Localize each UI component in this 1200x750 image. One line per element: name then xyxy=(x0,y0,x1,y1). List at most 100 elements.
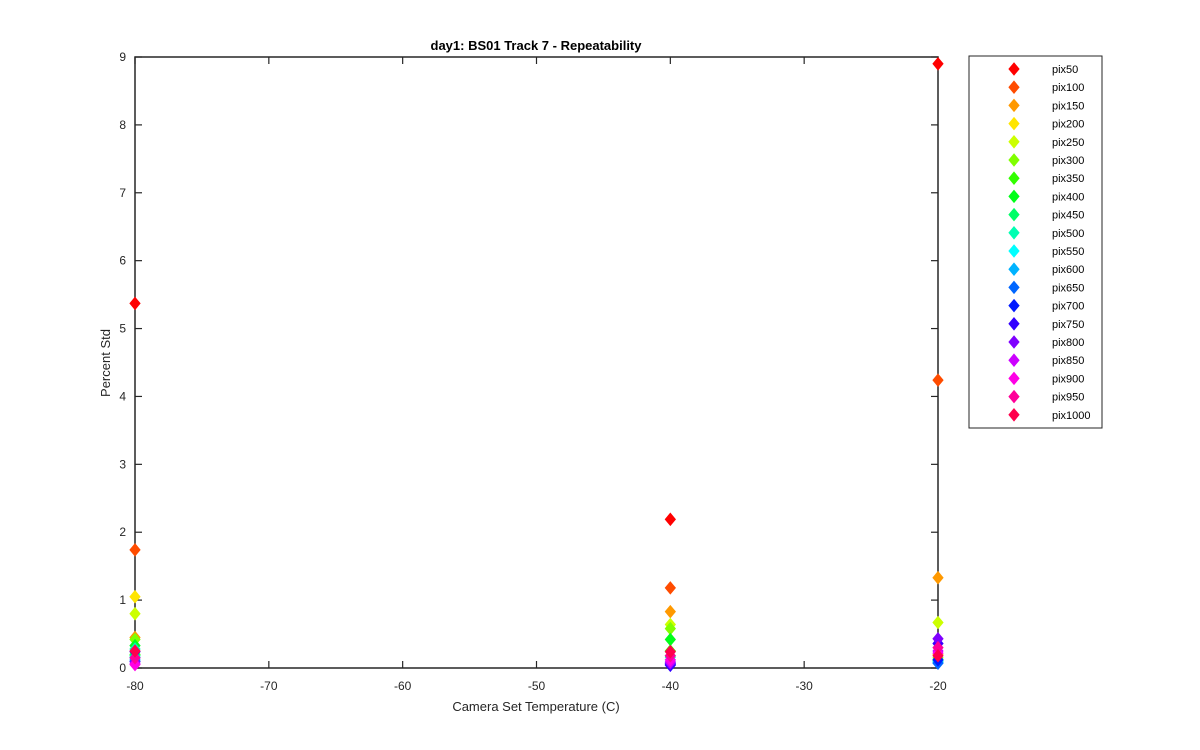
legend-marker xyxy=(1008,408,1020,422)
plot-area xyxy=(134,56,939,669)
legend-label: pix750 xyxy=(1052,319,1084,331)
x-tick-label: -60 xyxy=(394,679,412,693)
legend-label: pix300 xyxy=(1052,155,1084,167)
legend-item: pix800 xyxy=(1008,335,1084,349)
legend-label: pix100 xyxy=(1052,82,1084,94)
legend-label: pix950 xyxy=(1052,392,1084,404)
y-tick-label: 9 xyxy=(119,50,126,64)
legend-marker xyxy=(1008,98,1020,113)
legend-marker xyxy=(1008,371,1020,386)
series-pix50 xyxy=(129,57,944,527)
series-pix1000 xyxy=(129,644,944,663)
y-tick-label: 4 xyxy=(119,389,126,403)
x-tick-label: -50 xyxy=(528,679,546,693)
legend-label: pix800 xyxy=(1052,337,1084,349)
legend-label: pix850 xyxy=(1052,355,1084,367)
legend-marker xyxy=(1008,135,1020,149)
data-point xyxy=(664,644,676,659)
y-tick-label: 2 xyxy=(119,525,126,539)
legend-marker xyxy=(1008,189,1020,204)
data-point xyxy=(129,543,141,557)
data-point xyxy=(129,606,141,621)
y-axis-label: Percent Std xyxy=(98,329,113,397)
legend-marker xyxy=(1008,262,1020,276)
data-point xyxy=(664,581,676,595)
legend-label: pix600 xyxy=(1052,264,1084,276)
data-point xyxy=(129,644,141,658)
legend-item: pix200 xyxy=(1008,116,1084,131)
data-point xyxy=(932,570,944,585)
x-axis-label: Camera Set Temperature (C) xyxy=(452,699,619,714)
data-point xyxy=(129,296,141,311)
legend-item: pix50 xyxy=(1008,62,1078,76)
legend-label: pix550 xyxy=(1052,246,1084,258)
legend-label: pix450 xyxy=(1052,210,1084,222)
legend-item: pix850 xyxy=(1008,353,1084,367)
legend-marker xyxy=(1008,153,1020,167)
legend-label: pix200 xyxy=(1052,119,1084,131)
legend-item: pix950 xyxy=(1008,389,1084,404)
legend-item: pix550 xyxy=(1008,244,1084,258)
legend-item: pix650 xyxy=(1008,280,1084,295)
legend-item: pix350 xyxy=(1008,171,1084,185)
legend-label: pix250 xyxy=(1052,137,1084,149)
legend-item: pix250 xyxy=(1008,135,1084,149)
legend-item: pix750 xyxy=(1008,317,1084,331)
legend-item: pix100 xyxy=(1008,80,1084,94)
legend-marker xyxy=(1008,298,1020,313)
y-tick-label: 0 xyxy=(119,661,126,675)
data-point xyxy=(129,589,141,604)
legend xyxy=(968,55,1103,429)
data-point xyxy=(932,615,944,630)
data-point xyxy=(664,604,676,619)
legend-item: pix900 xyxy=(1008,371,1084,386)
legend-marker xyxy=(1008,171,1020,185)
data-points xyxy=(129,57,944,673)
legend-label: pix900 xyxy=(1052,373,1084,385)
x-tick-label: -70 xyxy=(260,679,278,693)
legend-label: pix150 xyxy=(1052,100,1084,112)
y-tick-label: 8 xyxy=(119,118,126,132)
legend-entries: pix50 pix100 pix150 pix200 pix250 pix300 pix35… xyxy=(1008,62,1091,422)
x-tick-label: -30 xyxy=(795,679,813,693)
legend-label: pix1000 xyxy=(1052,410,1091,422)
y-tick-label: 3 xyxy=(119,457,126,471)
legend-marker xyxy=(1008,226,1020,240)
legend-label: pix700 xyxy=(1052,301,1084,313)
data-point xyxy=(932,57,944,71)
chart-title: day1: BS01 Track 7 - Repeatability xyxy=(431,38,643,53)
legend-label: pix50 xyxy=(1052,64,1078,76)
legend-item: pix1000 xyxy=(1008,408,1091,422)
legend-item: pix700 xyxy=(1008,298,1084,313)
y-tick-label: 5 xyxy=(119,322,126,336)
data-point xyxy=(664,512,676,527)
y-tick-label: 6 xyxy=(119,254,126,268)
legend-marker xyxy=(1008,389,1020,404)
x-tick-label: -20 xyxy=(929,679,947,693)
legend-label: pix500 xyxy=(1052,228,1084,240)
legend-item: pix400 xyxy=(1008,189,1084,204)
legend-marker xyxy=(1008,280,1020,295)
legend-item: pix450 xyxy=(1008,207,1084,222)
data-point xyxy=(932,373,944,387)
x-tick-label: -40 xyxy=(662,679,680,693)
legend-item: pix150 xyxy=(1008,98,1084,113)
legend-item: pix600 xyxy=(1008,262,1084,276)
y-tick-label: 7 xyxy=(119,186,126,200)
legend-marker xyxy=(1008,335,1020,349)
legend-marker xyxy=(1008,353,1020,367)
legend-item: pix300 xyxy=(1008,153,1084,167)
legend-marker xyxy=(1008,207,1020,222)
data-point xyxy=(932,648,944,663)
legend-label: pix400 xyxy=(1052,191,1084,203)
legend-marker xyxy=(1008,80,1020,94)
x-tick-label: -80 xyxy=(126,679,144,693)
legend-item: pix500 xyxy=(1008,226,1084,240)
legend-label: pix650 xyxy=(1052,282,1084,294)
legend-marker xyxy=(1008,62,1020,76)
data-point xyxy=(129,657,141,672)
legend-label: pix350 xyxy=(1052,173,1084,185)
series-pix100 xyxy=(129,373,944,595)
y-tick-label: 1 xyxy=(119,593,126,607)
